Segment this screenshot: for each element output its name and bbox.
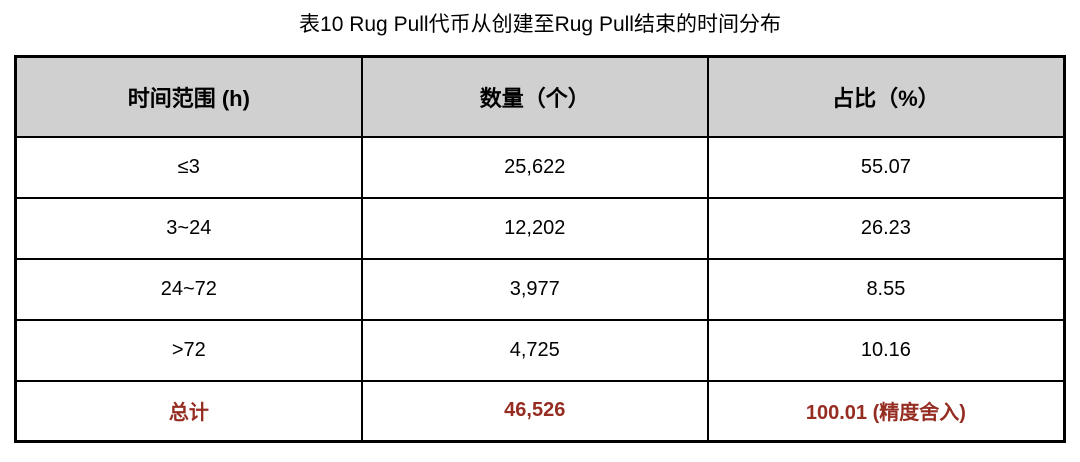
total-row: 总计 46,526 100.01 (精度舍入)	[14, 379, 1066, 443]
cell-count: 12,202	[360, 196, 709, 260]
cell-time-range: 3~24	[14, 196, 363, 260]
table-row: 3~24 12,202 26.23	[14, 196, 1066, 260]
cell-time-range: >72	[14, 318, 363, 382]
cell-count: 3,977	[360, 257, 709, 321]
total-cell-count: 46,526	[360, 379, 709, 443]
cell-count: 4,725	[360, 318, 709, 382]
header-cell-percentage: 占比（%）	[706, 55, 1066, 138]
cell-time-range: ≤3	[14, 135, 363, 199]
header-row: 时间范围 (h) 数量（个） 占比（%）	[14, 55, 1066, 138]
table-row: >72 4,725 10.16	[14, 318, 1066, 382]
cell-percentage: 8.55	[706, 257, 1066, 321]
cell-count: 25,622	[360, 135, 709, 199]
table-row: ≤3 25,622 55.07	[14, 135, 1066, 199]
table-row: 24~72 3,977 8.55	[14, 257, 1066, 321]
total-cell-label: 总计	[14, 379, 363, 443]
time-distribution-table: 时间范围 (h) 数量（个） 占比（%） ≤3 25,622 55.07 3~2…	[14, 55, 1066, 443]
total-cell-percentage: 100.01 (精度舍入)	[706, 379, 1066, 443]
cell-percentage: 55.07	[706, 135, 1066, 199]
cell-percentage: 10.16	[706, 318, 1066, 382]
table-caption: 表10 Rug Pull代币从创建至Rug Pull结束的时间分布	[299, 13, 781, 36]
cell-time-range: 24~72	[14, 257, 363, 321]
header-cell-time-range: 时间范围 (h)	[14, 55, 363, 138]
cell-percentage: 26.23	[706, 196, 1066, 260]
header-cell-count: 数量（个）	[360, 55, 709, 138]
